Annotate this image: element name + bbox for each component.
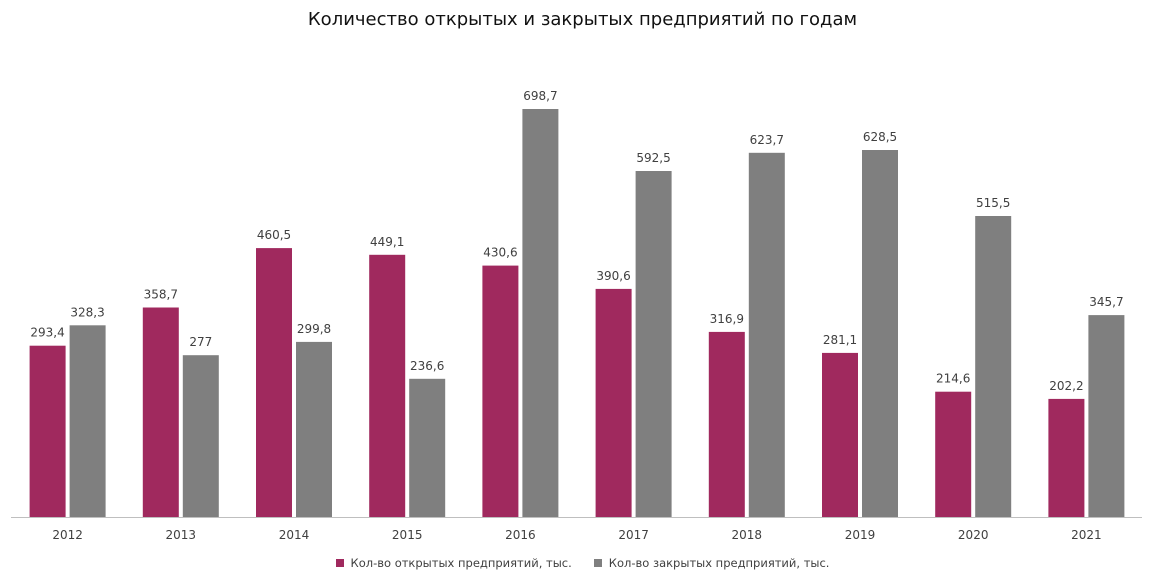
legend-swatch-opened bbox=[335, 559, 344, 567]
data-label-opened-2020: 214,6 bbox=[936, 372, 970, 386]
x-tick-labels-layer: 2012 2013 2014 2015 2016 2017 2018 2019 2020 2021 bbox=[52, 528, 1101, 542]
bar-opened-2017[interactable] bbox=[595, 288, 632, 517]
data-label-closed-2016: 698,7 bbox=[523, 89, 557, 103]
data-label-opened-2021: 202,2 bbox=[1049, 379, 1083, 393]
legend: Кол-во открытых предприятий, тыс. Кол-во… bbox=[0, 556, 1165, 570]
data-label-opened-2019: 281,1 bbox=[823, 333, 857, 347]
legend-label-opened: Кол-во открытых предприятий, тыс. bbox=[350, 556, 572, 570]
data-labels-layer: 293,4 328,3 358,7 277 460,5 299,8 449,1 236,6 43… bbox=[30, 89, 1123, 393]
bar-closed-2015[interactable] bbox=[409, 378, 446, 517]
data-label-closed-2013: 277 bbox=[189, 335, 212, 349]
bar-opened-2020[interactable] bbox=[935, 391, 972, 517]
bar-opened-2018[interactable] bbox=[708, 331, 745, 517]
legend-label-closed: Кол-во закрытых предприятий, тыс. bbox=[608, 556, 830, 570]
bar-closed-2016[interactable] bbox=[522, 109, 559, 517]
x-tick-label-2014: 2014 bbox=[279, 528, 310, 542]
data-label-opened-2014: 460,5 bbox=[257, 228, 291, 242]
data-label-closed-2012: 328,3 bbox=[70, 305, 104, 319]
x-tick-label-2018: 2018 bbox=[732, 528, 763, 542]
bar-closed-2014[interactable] bbox=[296, 341, 332, 517]
bar-opened-2021[interactable] bbox=[1048, 398, 1085, 517]
bar-closed-2018[interactable] bbox=[748, 152, 785, 518]
bar-opened-2016[interactable] bbox=[482, 265, 519, 517]
bar-opened-2012[interactable] bbox=[29, 345, 66, 517]
bars-layer bbox=[29, 109, 1125, 518]
bar-closed-2012[interactable] bbox=[69, 325, 106, 517]
x-tick-label-2021: 2021 bbox=[1071, 528, 1102, 542]
data-label-opened-2017: 390,6 bbox=[596, 269, 630, 283]
x-tick-label-2017: 2017 bbox=[618, 528, 649, 542]
data-label-opened-2018: 316,9 bbox=[710, 312, 744, 326]
data-label-closed-2014: 299,8 bbox=[297, 322, 331, 336]
legend-item-opened[interactable]: Кол-во открытых предприятий, тыс. bbox=[335, 556, 572, 570]
bar-opened-2013[interactable] bbox=[142, 307, 179, 518]
x-tick-label-2020: 2020 bbox=[958, 528, 989, 542]
bar-closed-2017[interactable] bbox=[635, 171, 672, 517]
data-label-opened-2016: 430,6 bbox=[483, 246, 517, 260]
data-label-closed-2015: 236,6 bbox=[410, 359, 444, 373]
data-label-closed-2021: 345,7 bbox=[1089, 295, 1123, 309]
data-label-closed-2019: 628,5 bbox=[863, 130, 897, 144]
bar-opened-2019[interactable] bbox=[822, 352, 858, 517]
bar-closed-2019[interactable] bbox=[862, 150, 898, 517]
legend-item-closed[interactable]: Кол-во закрытых предприятий, тыс. bbox=[593, 556, 830, 570]
x-tick-label-2019: 2019 bbox=[845, 528, 876, 542]
legend-swatch-closed bbox=[593, 559, 602, 567]
bar-opened-2014[interactable] bbox=[256, 248, 292, 517]
data-label-closed-2017: 592,5 bbox=[636, 151, 670, 165]
data-label-opened-2012: 293,4 bbox=[30, 326, 64, 340]
data-label-opened-2013: 358,7 bbox=[144, 288, 178, 302]
bar-closed-2021[interactable] bbox=[1088, 315, 1125, 517]
data-label-closed-2018: 623,7 bbox=[750, 133, 784, 147]
chart-title: Количество открытых и закрытых предприят… bbox=[307, 9, 858, 30]
bar-opened-2015[interactable] bbox=[369, 254, 406, 518]
x-tick-label-2015: 2015 bbox=[392, 528, 423, 542]
x-tick-label-2013: 2013 bbox=[166, 528, 197, 542]
x-tick-label-2016: 2016 bbox=[505, 528, 536, 542]
x-tick-label-2012: 2012 bbox=[52, 528, 83, 542]
data-label-closed-2020: 515,5 bbox=[976, 196, 1010, 210]
data-label-opened-2015: 449,1 bbox=[370, 235, 404, 249]
bar-closed-2020[interactable] bbox=[975, 216, 1012, 517]
bar-closed-2013[interactable] bbox=[182, 355, 219, 517]
